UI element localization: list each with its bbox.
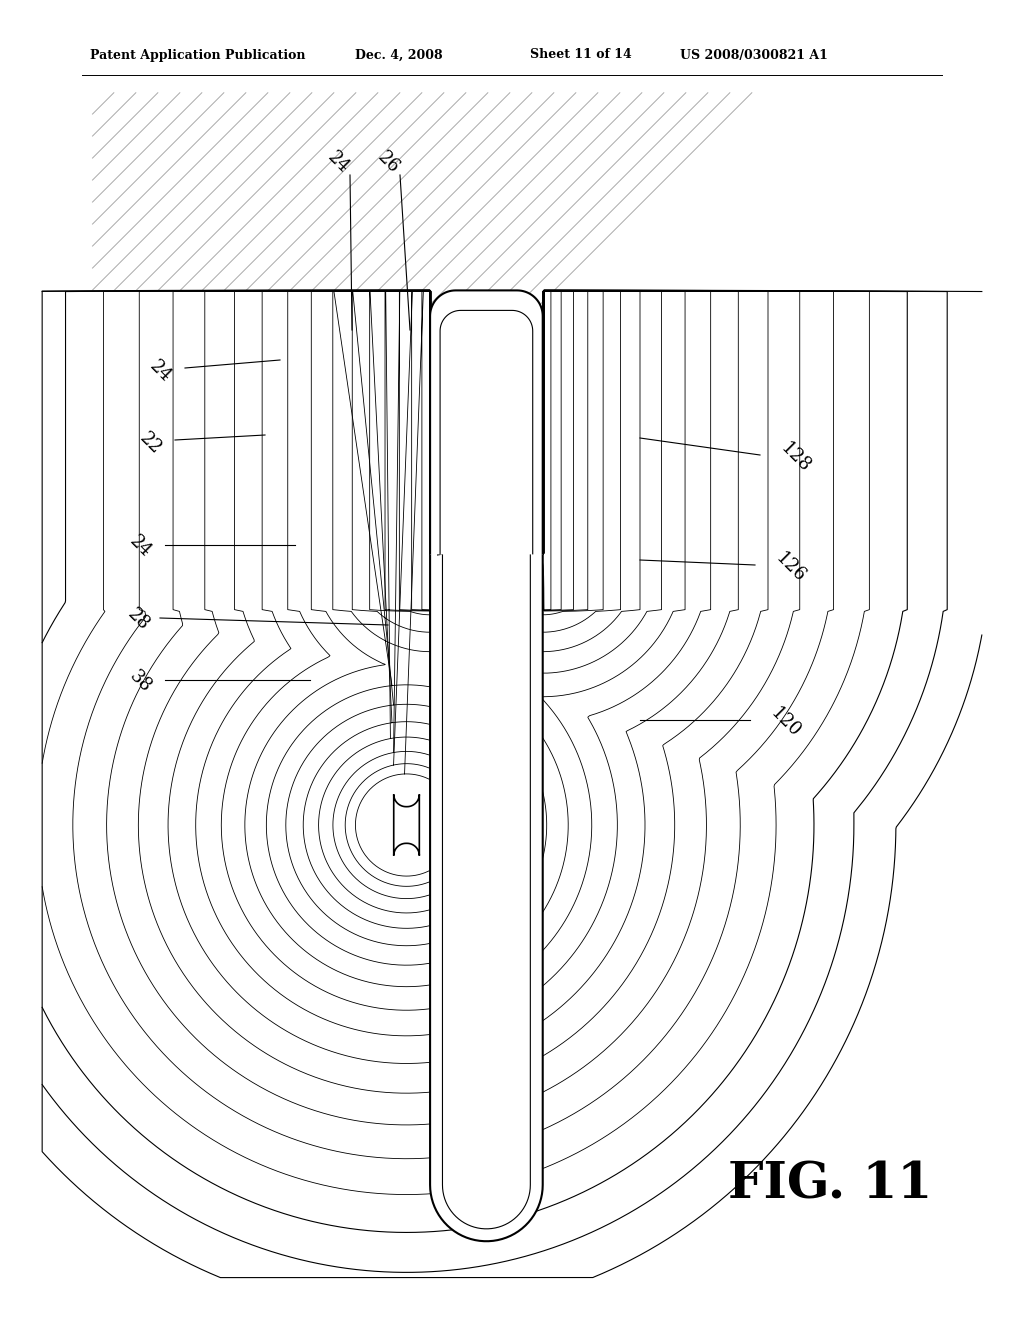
Polygon shape [430,539,543,1241]
Text: 28: 28 [124,606,153,635]
Polygon shape [333,292,573,899]
Text: 120: 120 [767,705,804,742]
Text: 22: 22 [135,429,165,458]
Polygon shape [42,290,982,1278]
Polygon shape [430,290,543,554]
Text: Dec. 4, 2008: Dec. 4, 2008 [355,49,442,62]
Polygon shape [440,310,532,554]
Text: US 2008/0300821 A1: US 2008/0300821 A1 [680,49,827,62]
Text: 24: 24 [126,532,155,561]
Polygon shape [221,290,685,1010]
Polygon shape [303,292,603,928]
Text: FIG. 11: FIG. 11 [728,1160,932,1209]
Polygon shape [42,290,907,1233]
Text: Sheet 11 of 14: Sheet 11 of 14 [530,49,632,62]
Text: 38: 38 [126,668,155,697]
Text: Patent Application Publication: Patent Application Publication [90,49,305,62]
Polygon shape [266,292,640,965]
Text: 24: 24 [145,358,174,387]
Polygon shape [345,292,561,886]
Polygon shape [318,292,588,913]
Polygon shape [196,290,711,1036]
Polygon shape [106,290,800,1125]
Polygon shape [393,795,420,855]
Text: 126: 126 [771,549,809,586]
Text: 24: 24 [324,149,352,177]
Polygon shape [442,536,530,1229]
Polygon shape [286,292,621,945]
Text: 26: 26 [374,149,402,177]
Polygon shape [355,292,551,876]
Text: 128: 128 [776,440,813,477]
Polygon shape [73,290,834,1159]
Polygon shape [42,290,947,1272]
Polygon shape [42,290,869,1195]
Polygon shape [245,292,662,986]
Polygon shape [138,290,768,1093]
Polygon shape [168,290,738,1064]
